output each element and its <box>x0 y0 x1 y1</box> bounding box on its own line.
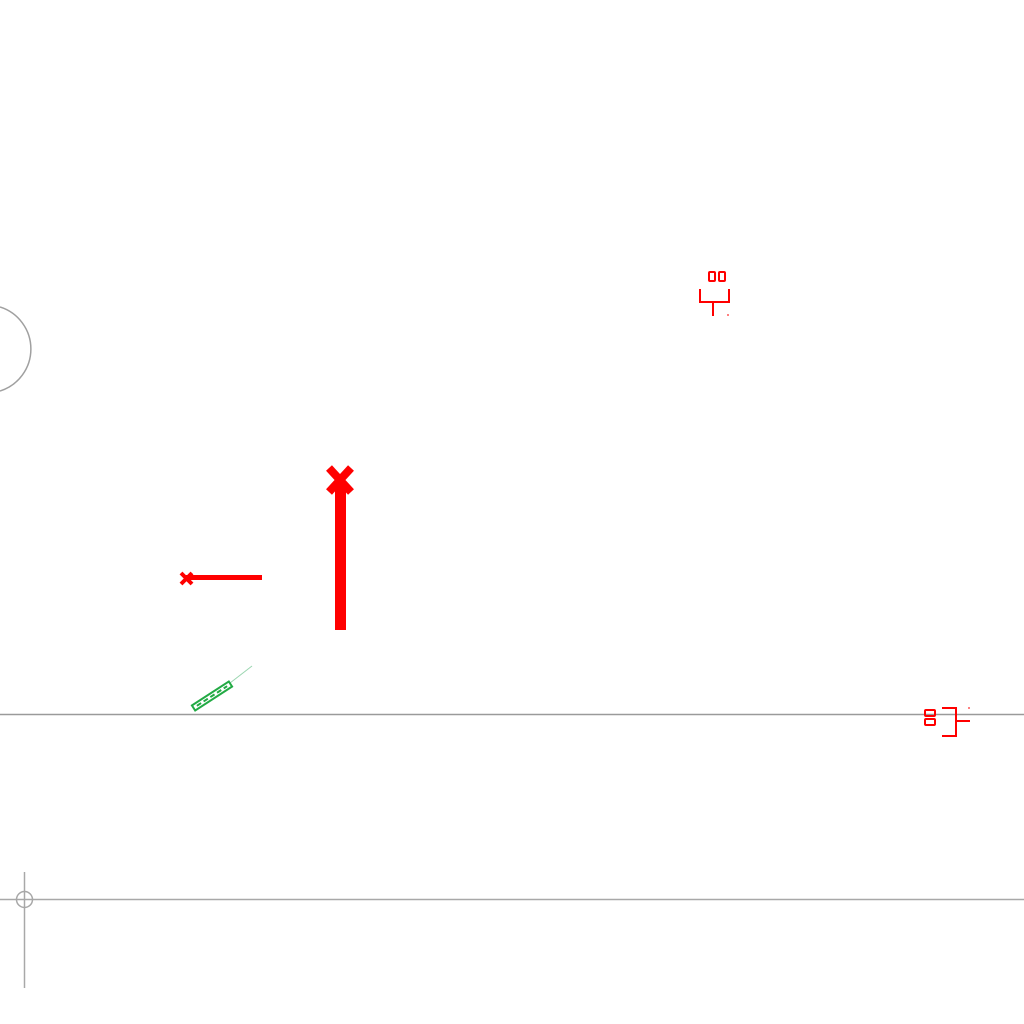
x-marker-icon <box>326 465 354 495</box>
short-marker <box>179 571 262 586</box>
dimension-segment <box>190 665 253 712</box>
dashed-segment-icon <box>190 680 234 712</box>
partial-circle-outline <box>0 306 32 392</box>
tall-marker <box>326 465 354 630</box>
pin-symbol-top <box>699 271 730 316</box>
pin-symbol-right <box>924 707 970 737</box>
crosshair-icon <box>15 890 34 909</box>
x-marker-icon <box>179 571 194 586</box>
dimension-extension-line <box>229 665 253 684</box>
